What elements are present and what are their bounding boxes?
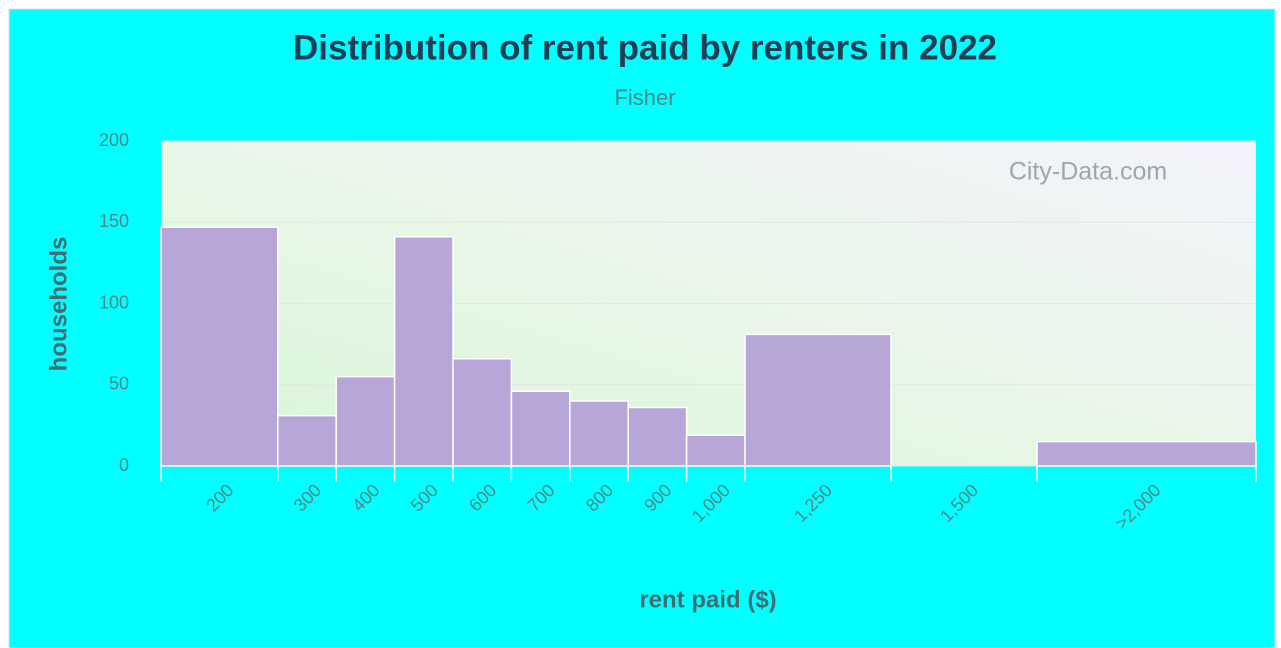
y-tick-label: 200 [99,130,129,150]
bar [627,406,688,467]
bar [335,375,396,467]
bar [510,390,571,467]
y-axis-label: households [45,237,72,372]
bar [452,358,513,467]
bar [569,400,629,467]
y-tick-label: 150 [99,211,129,231]
y-tick-label: 50 [109,374,129,394]
x-axis-label: rent paid ($) [639,586,776,613]
bar [160,226,279,467]
bar [277,414,337,467]
y-tick-label: 0 [119,455,129,475]
y-tick-label: 100 [99,292,129,312]
chart-subtitle: Fisher [614,85,675,110]
chart-title: Distribution of rent paid by renters in … [293,28,997,67]
bar [1036,440,1257,467]
bar [393,236,454,467]
bar [744,333,892,467]
watermark: City-Data.com [1009,158,1167,186]
bar [685,434,746,467]
